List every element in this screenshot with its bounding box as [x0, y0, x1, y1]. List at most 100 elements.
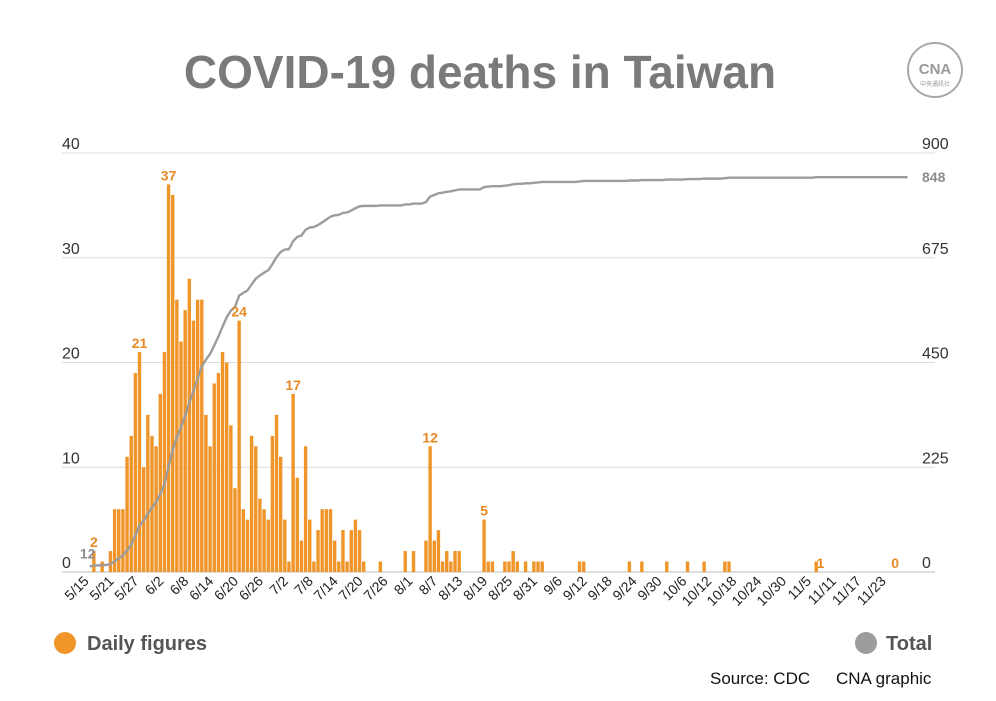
daily-bar [453, 551, 457, 572]
daily-bar [245, 519, 250, 573]
daily-bar [216, 372, 221, 572]
daily-bar [523, 561, 528, 572]
daily-bar [208, 446, 212, 572]
daily-bar [262, 509, 266, 572]
daily-bar [357, 530, 362, 572]
daily-bar [324, 509, 329, 572]
daily-bar [212, 383, 216, 572]
daily-bar [100, 561, 104, 572]
left-tick-label: 30 [62, 241, 80, 258]
daily-bar [137, 352, 142, 572]
x-axis-ticks: 5/155/215/27 6/2 6/86/146/206/26 7/2 7/87/14… [61, 573, 889, 609]
daily-bar [490, 561, 495, 572]
daily-bar [627, 561, 632, 572]
daily-bar [225, 362, 229, 572]
daily-bar [403, 551, 407, 572]
daily-bar [582, 561, 586, 572]
daily-bar [179, 341, 183, 572]
daily-bar [158, 393, 162, 572]
credit-text: CNA graphic [836, 669, 932, 688]
daily-bar [328, 509, 333, 572]
daily-bar [146, 414, 150, 573]
daily-bar [665, 561, 669, 572]
daily-bar [249, 435, 254, 572]
daily-bar [241, 509, 246, 572]
daily-bar [287, 561, 291, 572]
daily-bar [440, 561, 445, 572]
x-tick-label: 8/19 [460, 573, 491, 604]
daily-bar [536, 561, 540, 572]
daily-bar [125, 456, 129, 572]
daily-bar [486, 561, 490, 572]
chart-title: COVID-19 deaths in Taiwan [184, 46, 776, 98]
daily-bar [312, 561, 316, 572]
x-tick-label: 6/20 [211, 573, 242, 604]
x-tick-label: 7/14 [310, 573, 341, 604]
daily-bar [183, 310, 187, 573]
daily-data-label: 24 [231, 304, 247, 320]
daily-bar [515, 561, 520, 572]
daily-bar [411, 551, 416, 572]
daily-bar [532, 561, 536, 572]
daily-bar [507, 561, 511, 572]
daily-bar [112, 509, 117, 572]
x-tick-label: 7/2 [266, 573, 291, 598]
left-tick-label: 40 [62, 136, 80, 153]
x-tick-label: 8/13 [435, 573, 466, 604]
daily-bar [303, 446, 308, 572]
right-tick-label: 225 [922, 450, 949, 467]
x-tick-label: 6/26 [236, 573, 267, 604]
x-tick-label: 7/20 [335, 573, 366, 604]
daily-bar [166, 184, 171, 573]
x-tick-label: 5/21 [86, 573, 117, 604]
legend-total-swatch [855, 632, 877, 654]
daily-bar [308, 519, 312, 573]
daily-bar [258, 498, 262, 572]
daily-bar [345, 561, 349, 572]
legend-total: Total [855, 632, 932, 655]
x-tick-label: 6/2 [141, 573, 166, 598]
daily-bar [428, 446, 432, 572]
daily-bar [295, 477, 299, 572]
legend-daily-swatch [54, 632, 76, 654]
left-tick-label: 10 [62, 450, 80, 467]
right-tick-label: 0 [922, 555, 931, 572]
daily-bar [320, 509, 324, 572]
daily-bar [362, 561, 366, 572]
daily-bar [270, 435, 275, 572]
daily-bar [233, 488, 237, 572]
legend-total-label: Total [886, 633, 932, 655]
total-line [89, 176, 908, 568]
daily-bar [204, 414, 208, 573]
daily-bar [449, 561, 453, 572]
x-tick-label: 9/24 [609, 573, 640, 604]
daily-bar [640, 561, 644, 572]
daily-bar [337, 561, 341, 572]
right-axis-ticks: 0 225 450 675 900 [922, 136, 949, 572]
daily-bar [353, 519, 358, 573]
daily-bar [291, 393, 295, 572]
daily-bar [154, 446, 158, 572]
right-tick-label: 675 [922, 241, 949, 258]
daily-bar [727, 561, 731, 572]
cna-logo-circle [907, 42, 963, 98]
daily-bar [457, 551, 461, 572]
daily-bar [229, 425, 233, 572]
left-axis-ticks: 0 10 20 30 40 [62, 136, 80, 572]
daily-bar [702, 561, 706, 572]
x-tick-label: 7/26 [360, 573, 391, 604]
daily-bar [129, 435, 133, 572]
total-line-path [89, 176, 908, 568]
x-tick-label: 5/27 [111, 573, 142, 604]
daily-bar [482, 519, 486, 573]
daily-bar [150, 435, 154, 572]
daily-bar [577, 561, 582, 572]
daily-bar [436, 530, 441, 572]
daily-data-label: 1 [816, 555, 824, 571]
x-tick-label: 6/14 [186, 573, 217, 604]
daily-bar [685, 561, 690, 572]
daily-bar [278, 456, 283, 572]
x-tick-label: 5/15 [61, 573, 92, 604]
x-tick-label: 8/25 [485, 573, 516, 604]
